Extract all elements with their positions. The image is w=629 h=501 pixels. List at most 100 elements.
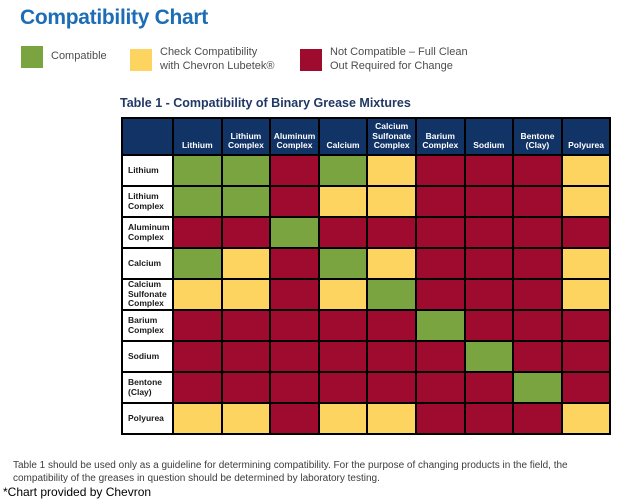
- column-header: Bentone (Clay): [512, 117, 563, 156]
- matrix-cell: [414, 371, 466, 404]
- matrix-cell: [366, 340, 417, 373]
- table-row: Aluminum Complex: [121, 216, 612, 249]
- matrix-cell: [172, 309, 223, 342]
- row-header: Sodium: [121, 340, 174, 373]
- matrix-cell: [172, 402, 223, 435]
- matrix-cell: [172, 247, 223, 280]
- matrix-cell: [512, 340, 563, 373]
- column-header: Barium Complex: [414, 117, 466, 156]
- matrix-cell: [172, 154, 223, 187]
- matrix-cell: [317, 402, 369, 435]
- column-header: Aluminum Complex: [269, 117, 320, 156]
- column-header: Calcium: [317, 117, 369, 156]
- compatible-swatch: [21, 46, 43, 68]
- matrix-cell: [220, 371, 272, 404]
- compatibility-table: Lithium Lithium Complex Aluminum Complex Ca…: [121, 117, 612, 435]
- matrix-cell: [463, 247, 515, 280]
- matrix-cell: [560, 154, 612, 187]
- matrix-cell: [463, 309, 515, 342]
- row-header: Lithium: [121, 154, 174, 187]
- matrix-cell: [560, 278, 612, 311]
- matrix-cell: [512, 247, 563, 280]
- table-row: Polyurea: [121, 402, 612, 435]
- matrix-cell: [317, 154, 369, 187]
- row-header: Polyurea: [121, 402, 174, 435]
- matrix-cell: [414, 216, 466, 249]
- table-row: Lithium: [121, 154, 612, 187]
- matrix-cell: [463, 216, 515, 249]
- matrix-cell: [220, 278, 272, 311]
- matrix-cell: [269, 247, 320, 280]
- row-header: Aluminum Complex: [121, 216, 174, 249]
- matrix-cell: [512, 185, 563, 218]
- matrix-cell: [317, 340, 369, 373]
- matrix-cell: [172, 216, 223, 249]
- not-compatible-swatch: [300, 48, 322, 71]
- legend-label-not-compatible: Not Compatible – Full Clean Out Required…: [330, 46, 468, 72]
- attribution: *Chart provided by Chevron: [3, 485, 152, 499]
- matrix-cell: [269, 185, 320, 218]
- matrix-cell: [317, 309, 369, 342]
- matrix-cell: [414, 247, 466, 280]
- matrix-cell: [366, 402, 417, 435]
- row-header: Bentone (Clay): [121, 371, 174, 404]
- legend-label-compatible: Compatible: [51, 50, 107, 63]
- table-row: Calcium Sulfonate Complex: [121, 278, 612, 311]
- matrix-cell: [172, 371, 223, 404]
- matrix-cell: [366, 278, 417, 311]
- matrix-cell: [560, 309, 612, 342]
- matrix-cell: [269, 402, 320, 435]
- legend: Compatible Check Compatibility with Chev…: [0, 46, 629, 76]
- matrix-cell: [317, 278, 369, 311]
- matrix-cell: [269, 371, 320, 404]
- matrix-cell: [366, 154, 417, 187]
- matrix-cell: [463, 185, 515, 218]
- table-title: Table 1 - Compatibility of Binary Grease…: [120, 96, 411, 110]
- matrix-cell: [317, 371, 369, 404]
- matrix-cell: [366, 185, 417, 218]
- table-body: Lithium Lithium Complex Aluminum Complex Ca…: [121, 154, 612, 435]
- header-row: Lithium Lithium Complex Aluminum Complex Ca…: [121, 117, 612, 156]
- matrix-wrap: Lithium Lithium Complex Aluminum Complex Ca…: [121, 117, 612, 435]
- matrix-cell: [512, 216, 563, 249]
- matrix-cell: [269, 278, 320, 311]
- legend-label-check: Check Compatibility with Chevron Lubetek…: [160, 46, 275, 72]
- matrix-cell: [269, 216, 320, 249]
- table-head: Lithium Lithium Complex Aluminum Complex Ca…: [121, 117, 612, 156]
- matrix-cell: [560, 247, 612, 280]
- check-swatch: [130, 48, 152, 71]
- matrix-cell: [512, 154, 563, 187]
- matrix-cell: [512, 278, 563, 311]
- column-header: Polyurea: [560, 117, 612, 156]
- matrix-cell: [414, 185, 466, 218]
- matrix-cell: [414, 309, 466, 342]
- matrix-cell: [269, 309, 320, 342]
- matrix-cell: [220, 247, 272, 280]
- matrix-cell: [560, 402, 612, 435]
- matrix-cell: [414, 154, 466, 187]
- table-row: Bentone (Clay): [121, 371, 612, 404]
- matrix-cell: [220, 340, 272, 373]
- matrix-cell: [512, 402, 563, 435]
- column-header: Lithium: [172, 117, 223, 156]
- matrix-cell: [317, 247, 369, 280]
- legend-item-compatible: Compatible: [21, 46, 107, 68]
- matrix-cell: [463, 340, 515, 373]
- matrix-cell: [269, 154, 320, 187]
- matrix-cell: [366, 371, 417, 404]
- matrix-cell: [172, 340, 223, 373]
- matrix-cell: [366, 309, 417, 342]
- row-header: Barium Complex: [121, 309, 174, 342]
- matrix-cell: [172, 278, 223, 311]
- matrix-cell: [560, 185, 612, 218]
- column-header: Sodium: [463, 117, 515, 156]
- matrix-cell: [366, 216, 417, 249]
- matrix-cell: [560, 340, 612, 373]
- matrix-cell: [512, 309, 563, 342]
- matrix-cell: [463, 371, 515, 404]
- matrix-cell: [463, 154, 515, 187]
- corner-cell: [121, 117, 174, 156]
- column-header: Calcium Sulfonate Complex: [366, 117, 417, 156]
- table-row: Barium Complex: [121, 309, 612, 342]
